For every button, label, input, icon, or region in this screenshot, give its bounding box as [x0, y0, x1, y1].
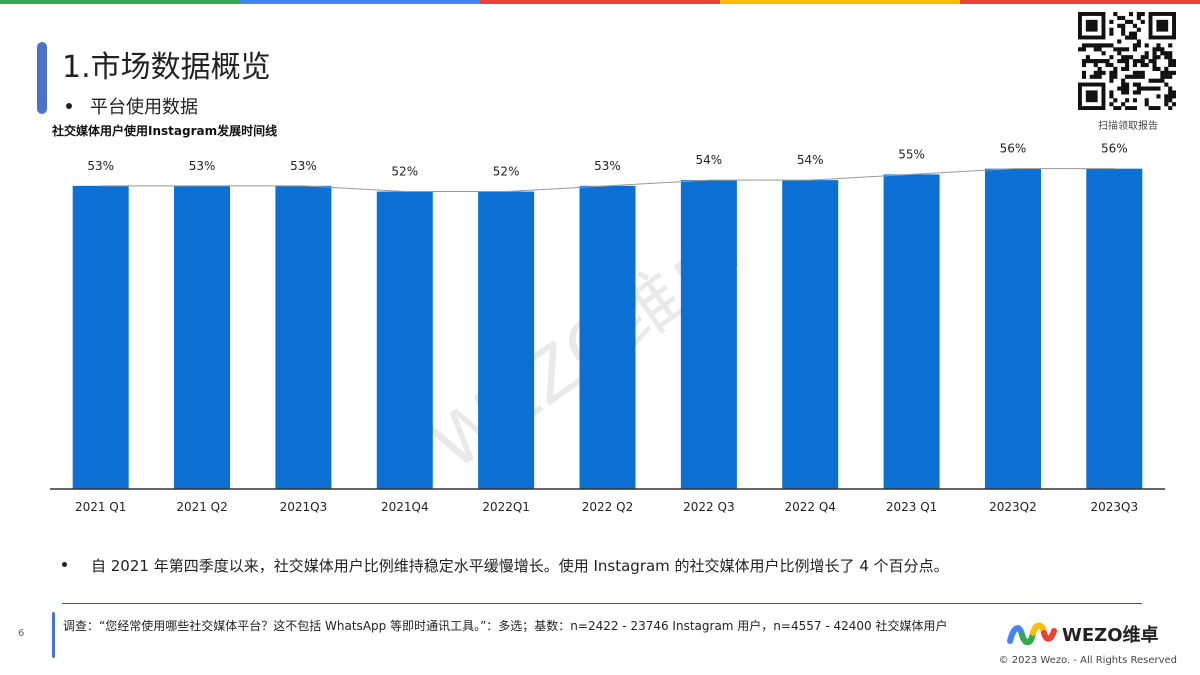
data-label: 54%: [696, 153, 723, 167]
footer-accent-bar: [52, 612, 55, 658]
subtitle-text: 平台使用数据: [90, 97, 198, 118]
data-label: 55%: [898, 147, 925, 161]
data-label: 53%: [189, 159, 216, 173]
category-label: 2023 Q1: [886, 500, 937, 514]
data-label: 53%: [87, 159, 114, 173]
category-label: 2021 Q2: [176, 500, 227, 514]
page-title: 1.市场数据概览: [62, 50, 271, 85]
wezo-logo-icon: [1007, 622, 1057, 646]
bar: [275, 185, 332, 489]
qr-caption: 扫描领取报告: [1098, 121, 1158, 132]
category-label: 2022 Q2: [582, 500, 633, 514]
top-color-bar: [0, 0, 1200, 4]
category-label: 2022Q1: [482, 500, 530, 514]
data-label: 56%: [1101, 142, 1128, 156]
top-bar-segment: [480, 0, 720, 4]
bar: [174, 185, 231, 489]
top-bar-segment: [0, 0, 240, 4]
top-bar-segment: [720, 0, 960, 4]
category-label: 2021Q4: [381, 500, 429, 514]
bar: [478, 191, 535, 489]
top-bar-segment: [960, 0, 1200, 4]
title-accent-bar: [37, 42, 47, 114]
logo-text: WEZO维卓: [1062, 625, 1159, 646]
top-bar-segment: [240, 0, 480, 4]
footer-divider: [62, 603, 1142, 604]
qr-code-icon: [1078, 12, 1176, 110]
bar: [883, 174, 940, 489]
data-label: 53%: [290, 159, 317, 173]
category-label: 2023Q3: [1091, 500, 1139, 514]
data-label: 56%: [1000, 142, 1027, 156]
survey-source-note: 调查：“您经常使用哪些社交媒体平台？这不包括 WhatsApp 等即时通讯工具。…: [63, 619, 948, 633]
bar: [579, 185, 636, 489]
data-label: 54%: [797, 153, 824, 167]
section-subtitle: 平台使用数据: [66, 93, 198, 119]
bar: [1086, 168, 1143, 489]
trend-line: [100, 168, 1115, 193]
summary-note-text: 自 2021 年第四季度以来，社交媒体用户比例维持稳定水平缓慢增长。使用 Ins…: [91, 557, 949, 575]
bar: [680, 180, 737, 489]
chart-title: 社交媒体用户使用Instagram发展时间线: [52, 124, 278, 138]
bar: [376, 191, 433, 489]
summary-note: 自 2021 年第四季度以来，社交媒体用户比例维持稳定水平缓慢增长。使用 Ins…: [62, 555, 949, 576]
bullet-icon: [62, 562, 67, 567]
bar: [782, 180, 839, 489]
wezo-logo: WEZO维卓: [1006, 618, 1176, 650]
category-label: 2023Q2: [989, 500, 1037, 514]
copyright: © 2023 Wezo. - All Rights Reserved: [998, 655, 1177, 666]
category-label: 2022 Q3: [683, 500, 734, 514]
category-label: 2021Q3: [280, 500, 328, 514]
data-label: 53%: [594, 159, 621, 173]
category-label: 2021 Q1: [75, 500, 126, 514]
bar: [72, 185, 129, 489]
bullet-icon: [66, 103, 72, 109]
category-label: 2022 Q4: [785, 500, 836, 514]
bar: [984, 168, 1041, 489]
data-label: 52%: [493, 165, 520, 179]
page-number: 6: [18, 628, 25, 639]
data-label: 52%: [391, 165, 418, 179]
